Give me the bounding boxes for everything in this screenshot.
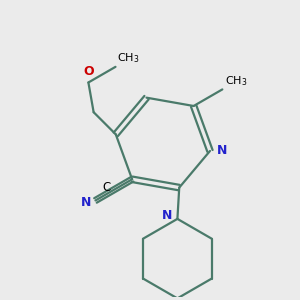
Text: N: N bbox=[81, 196, 91, 209]
Text: O: O bbox=[83, 65, 94, 78]
Text: CH$_3$: CH$_3$ bbox=[117, 51, 140, 65]
Text: N: N bbox=[162, 209, 172, 222]
Text: CH$_3$: CH$_3$ bbox=[225, 74, 248, 88]
Text: C: C bbox=[103, 181, 111, 194]
Text: N: N bbox=[217, 144, 227, 158]
